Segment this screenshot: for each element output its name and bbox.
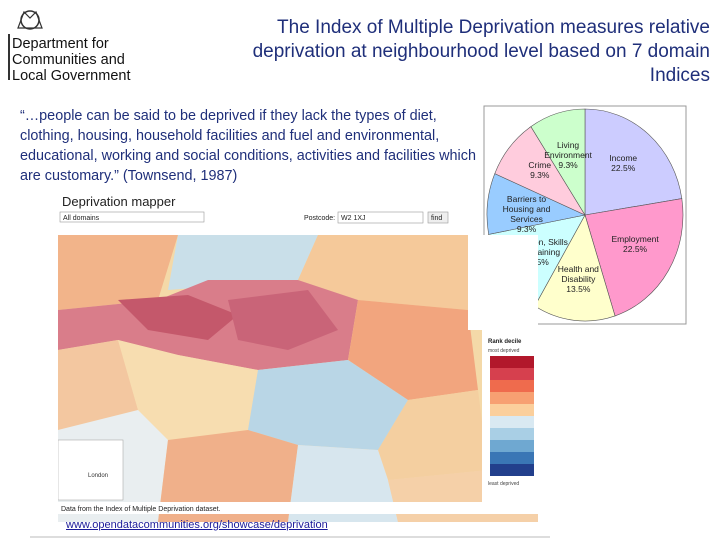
slide-title: The Index of Multiple Deprivation measur… — [252, 17, 710, 86]
map-region — [378, 390, 488, 480]
pie-slice — [584, 198, 684, 317]
slice-value: 22.5% — [623, 244, 648, 255]
slice-label: Barriers to Housing and Services 9.3% — [495, 194, 559, 234]
map-region — [168, 235, 318, 290]
slice-label: Income 22.5% — [591, 153, 655, 173]
slice-value: 9.3% — [558, 160, 578, 171]
source-bar — [58, 502, 538, 514]
map-region — [118, 340, 258, 440]
find-button[interactable] — [427, 211, 449, 224]
inset-label: London — [88, 473, 108, 479]
map-region — [118, 295, 238, 340]
postcode-label: Postcode: — [304, 215, 335, 222]
legend-swatch — [490, 464, 534, 476]
map-region — [248, 360, 408, 450]
legend-swatch — [490, 416, 534, 428]
slice-name: Living Environment — [544, 140, 592, 161]
slice-name: Crime — [528, 160, 552, 171]
map-svg: Deprivation mapper All domains Postcode:… — [58, 190, 538, 522]
legend-swatch — [490, 452, 534, 464]
pie-slice — [584, 108, 683, 216]
slice-name: Barriers to Housing and Services — [502, 194, 551, 225]
divider — [30, 536, 550, 538]
logo-line: Local Government — [12, 68, 131, 84]
logo-line: Department for — [12, 36, 109, 52]
source-text: Data from the Index of Multiple Deprivat… — [61, 506, 221, 513]
inset-map — [58, 439, 124, 501]
quote: “…people can be said to be deprived if t… — [20, 108, 476, 184]
map-screenshot: Deprivation mapper All domains Postcode:… — [58, 190, 538, 522]
dropdown[interactable] — [59, 211, 205, 223]
slice-value: 13.5% — [566, 284, 591, 295]
legend-swatch — [490, 356, 534, 368]
mapper-title: Deprivation mapper — [62, 194, 176, 209]
slice-name: Health and Disability — [557, 264, 599, 285]
logo-text: Department for Communities and Local Gov… — [12, 36, 130, 84]
map-region — [158, 430, 298, 522]
legend-top: most deprived — [488, 348, 520, 354]
slice-value: 22.5% — [611, 162, 636, 173]
slice-label: Employment 22.5% — [603, 234, 667, 254]
crest — [17, 10, 43, 30]
pie-slice — [530, 108, 586, 217]
slice-label: Health and Disability 13.5% — [546, 264, 610, 294]
map-region — [298, 235, 468, 310]
postcode-value: W2 1XJ — [341, 215, 366, 222]
slice-label: Living Environment 9.3% — [536, 140, 600, 170]
pie-overlap — [468, 235, 538, 330]
legend-swatch — [490, 368, 534, 380]
dropdown-text: All domains — [63, 215, 100, 222]
legend-swatch — [490, 404, 534, 416]
logo-line: Communities and — [12, 52, 125, 68]
slice-value: 9.3% — [516, 224, 537, 235]
legend-swatch — [490, 428, 534, 440]
legend-swatch — [490, 380, 534, 392]
slice-label: Crime 9.3% — [508, 160, 572, 180]
logo-bar — [8, 34, 10, 80]
legend-bottom: least deprived — [488, 481, 519, 487]
decile-legend: Rank decile most deprived least deprived — [482, 330, 538, 502]
link[interactable]: www.opendatacommunities.org/showcase/dep… — [66, 519, 328, 531]
map-region — [228, 290, 338, 350]
legend-title: Rank decile — [488, 339, 522, 345]
slice-name: Income — [609, 152, 638, 163]
postcode-input[interactable] — [337, 211, 424, 224]
legend-swatch — [490, 392, 534, 404]
pie-slice — [534, 214, 616, 322]
map-region — [58, 340, 138, 430]
slice-value: 9.3% — [530, 170, 550, 181]
slice-name: Employment — [611, 234, 659, 245]
map-region — [348, 300, 478, 400]
legend-swatch — [490, 440, 534, 452]
map-area: London Data from the Index of Multiple D… — [58, 235, 538, 522]
find-text: find — [431, 215, 442, 222]
map-region — [58, 235, 178, 310]
